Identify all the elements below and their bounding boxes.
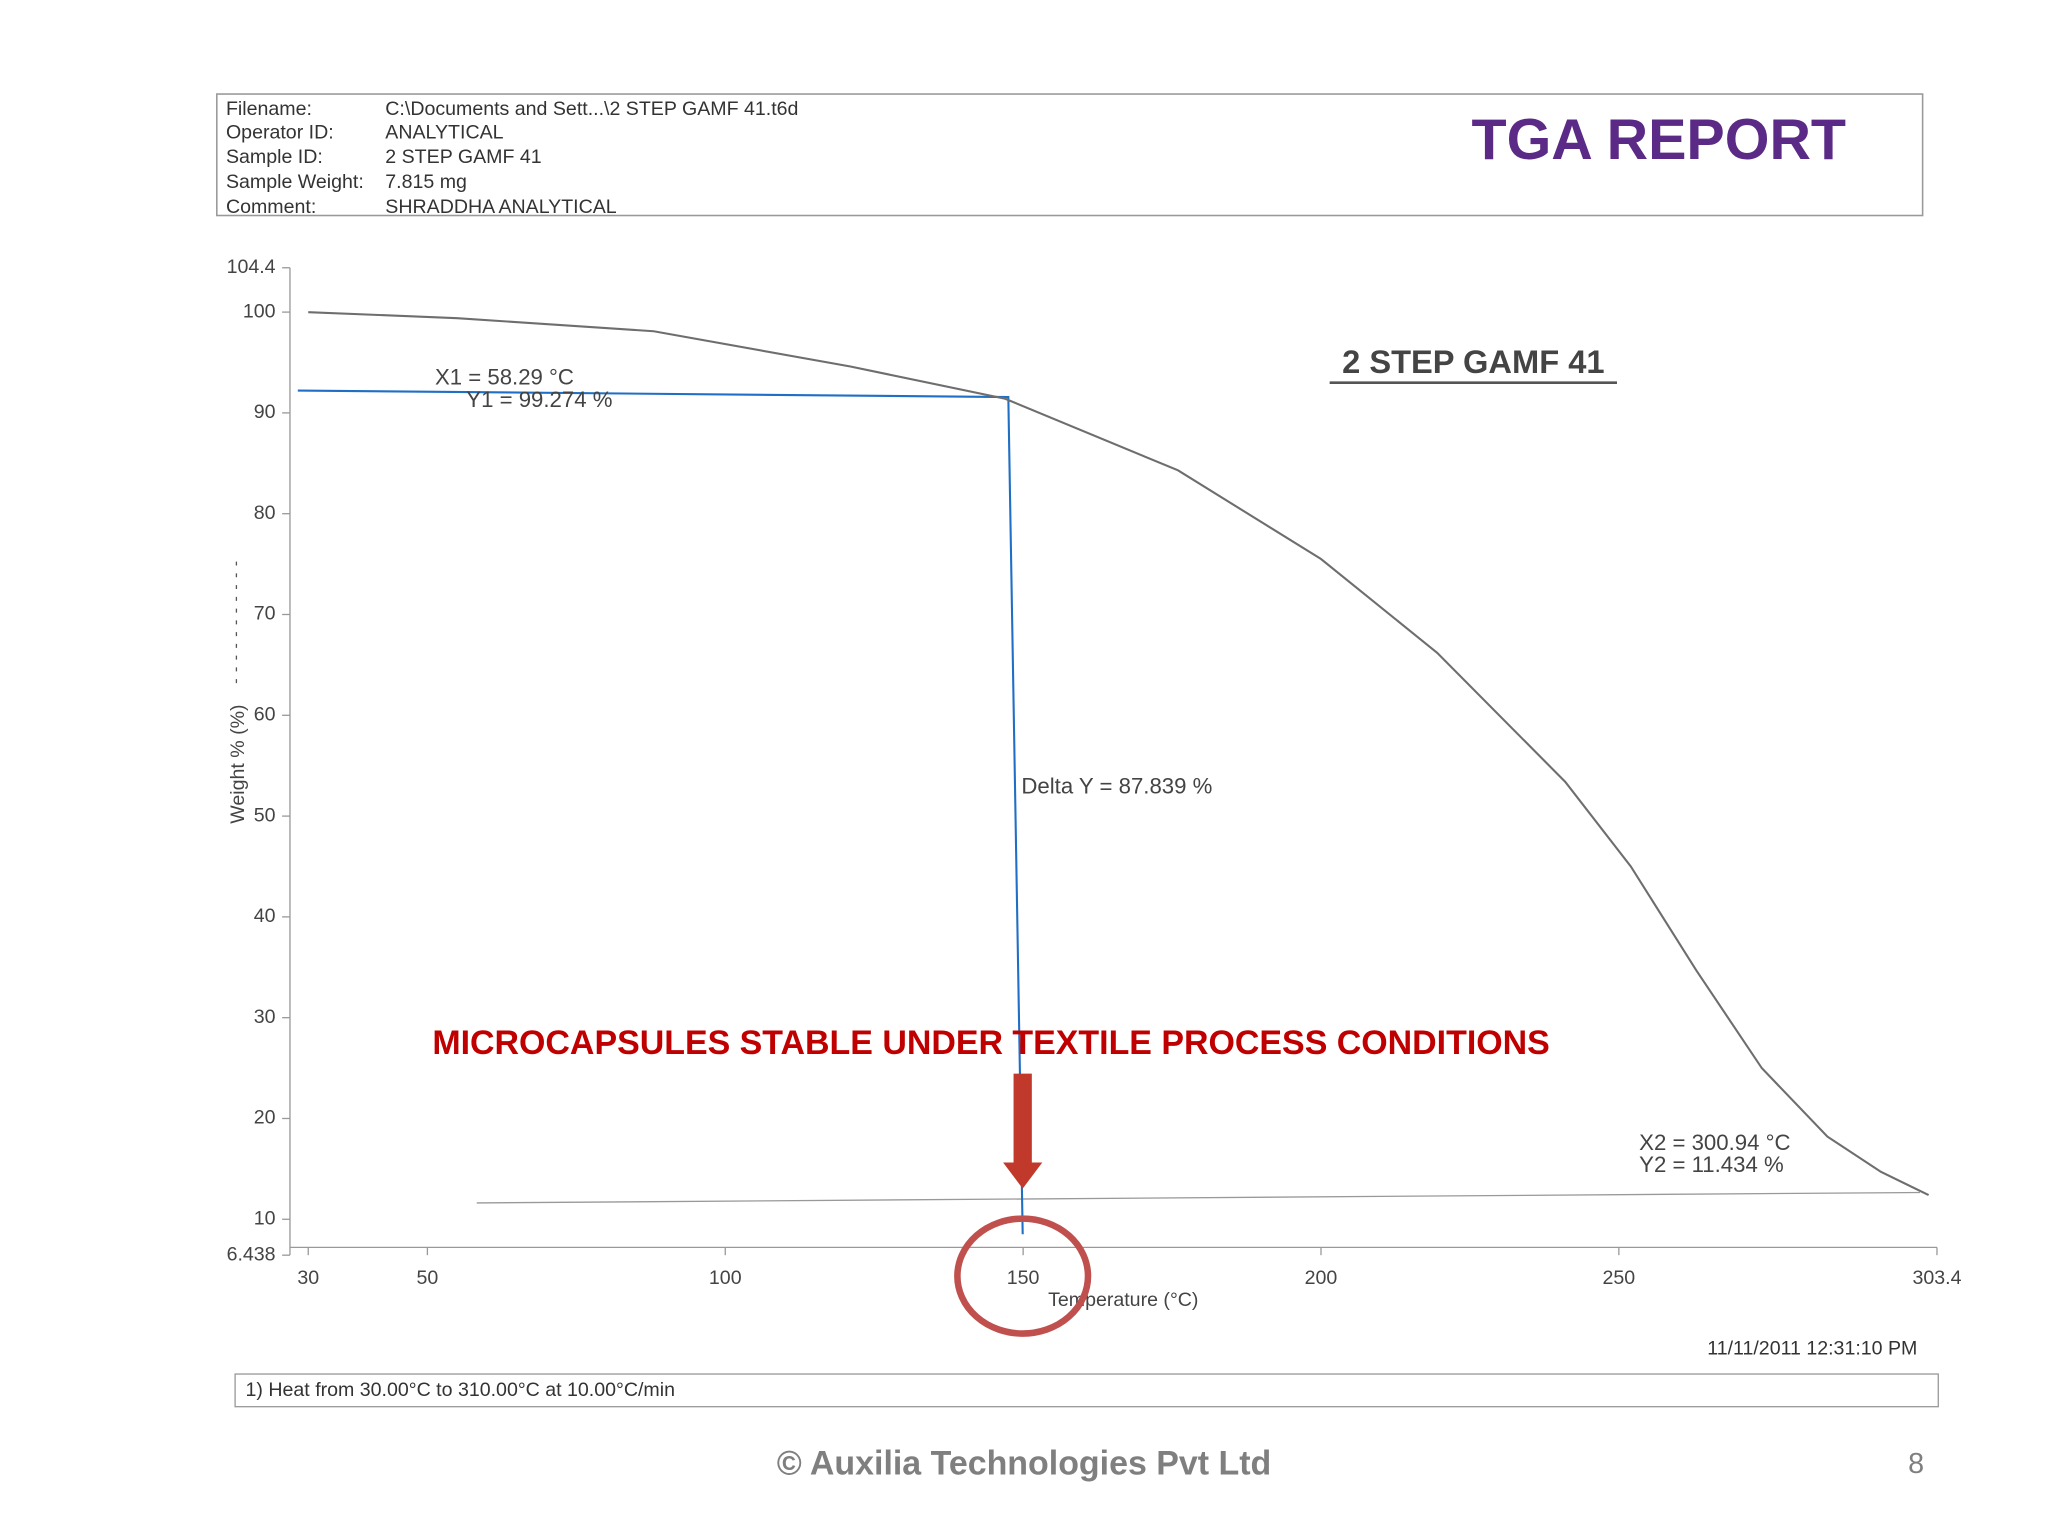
y-tick-label: 50 xyxy=(254,804,276,826)
y-tick-label: 70 xyxy=(254,603,276,625)
x-tick-label: 50 xyxy=(417,1267,439,1289)
chart-title: 2 STEP GAMF 41 xyxy=(1342,343,1604,380)
x-tick-label: 100 xyxy=(709,1267,742,1289)
highlight-circle xyxy=(954,1215,1092,1337)
y-tick-label: 10 xyxy=(254,1207,276,1229)
marker-lines xyxy=(297,389,1024,1235)
y-tick-label: 20 xyxy=(254,1107,276,1129)
annotation: Y1 = 99.274 % xyxy=(466,387,612,412)
callout: MICROCAPSULES STABLE UNDER TEXTILE PROCE… xyxy=(432,1024,1550,1062)
footer: © Auxilia Technologies Pvt Ltd xyxy=(777,1444,1272,1482)
annotation: X2 = 300.94 °C xyxy=(1639,1130,1790,1155)
baseline-line xyxy=(476,1191,1921,1204)
field-value: ANALYTICAL xyxy=(385,121,503,143)
field-value: 7.815 mg xyxy=(385,171,467,193)
y-tick-label: 40 xyxy=(254,905,276,927)
x-tick-label: 200 xyxy=(1305,1267,1338,1289)
method: 1) Heat from 30.00°C to 310.00°C at 10.0… xyxy=(246,1379,675,1401)
y-tick-label: 100 xyxy=(243,300,276,322)
x-tick-label: 30 xyxy=(297,1267,319,1289)
y-tick-label: 6.438 xyxy=(227,1243,276,1265)
y-tick-label: 90 xyxy=(254,401,276,423)
field-label: Filename: xyxy=(226,98,312,120)
field-label: Comment: xyxy=(226,196,316,218)
x-axis-label: Temperature (°C) xyxy=(1048,1289,1198,1311)
field-label: Sample ID: xyxy=(226,146,323,168)
annotation: Y2 = 11.434 % xyxy=(1639,1152,1784,1177)
annotation: Delta Y = 87.839 % xyxy=(1021,773,1212,798)
x-tick-label: 150 xyxy=(1007,1267,1040,1289)
header-box xyxy=(216,93,1924,217)
timestamp: 11/11/2011 12:31:10 PM xyxy=(1707,1337,1917,1359)
annotation: X1 = 58.29 °C xyxy=(435,365,574,390)
x-tick-label: 303.4 xyxy=(1912,1267,1961,1289)
field-label: Sample Weight: xyxy=(226,171,364,193)
method-box xyxy=(234,1373,1939,1408)
arrow-shaft xyxy=(1013,1073,1032,1166)
weight-curve xyxy=(308,311,1930,1197)
page-number: 8 xyxy=(1908,1448,1924,1480)
arrow-head xyxy=(1003,1162,1043,1189)
y-tick-label: 30 xyxy=(254,1006,276,1028)
x-tick-label: 250 xyxy=(1603,1267,1636,1289)
y-tick-label: 80 xyxy=(254,502,276,524)
field-value: C:\Documents and Sett...\2 STEP GAMF 41.… xyxy=(385,98,798,120)
y-tick-label: 104.4 xyxy=(227,256,276,278)
field-value: 2 STEP GAMF 41 xyxy=(385,146,541,168)
report-title: TGA REPORT xyxy=(1472,108,1847,172)
field-value: SHRADDHA ANALYTICAL xyxy=(385,196,616,218)
field-label: Operator ID: xyxy=(226,121,334,143)
y-tick-label: 60 xyxy=(254,703,276,725)
y-axis-label: Weight % (%) xyxy=(227,704,249,823)
